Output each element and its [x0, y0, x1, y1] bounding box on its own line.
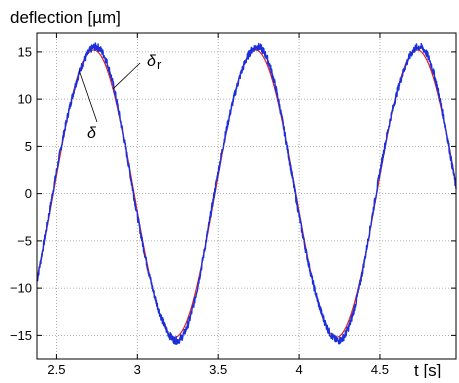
y-tick-label: 10 [18, 92, 32, 107]
plot-background [37, 33, 456, 359]
y-tick-label: −5 [17, 233, 32, 248]
y-tick-label: −15 [10, 328, 32, 343]
grid [37, 33, 456, 359]
x-axis-title: t [s] [414, 361, 441, 378]
y-tick-label: −10 [10, 281, 32, 296]
y-axis-title: deflection [µm] [10, 8, 121, 27]
ticks: 2.5 3 3.5 4 4.5 15 10 5 0 −5 −10 −15 [10, 33, 456, 377]
annotation-leader-delta [78, 69, 98, 123]
y-tick-label: 5 [25, 139, 32, 154]
annotation-subscript-delta-r: r [157, 57, 162, 72]
x-tick-label: 2.5 [47, 362, 65, 377]
x-tick-label: 3.5 [209, 362, 227, 377]
annotation-leader-delta-r [112, 62, 141, 90]
annotation-label-delta: δ [87, 125, 97, 142]
annotations: δ rδ [78, 53, 162, 142]
series-layer [36, 42, 457, 345]
y-tick-label: 0 [25, 186, 32, 201]
x-tick-label: 4.5 [371, 362, 389, 377]
x-tick-label: 4 [295, 362, 302, 377]
x-tick-label: 3 [134, 362, 141, 377]
series-line-measured [36, 42, 457, 345]
y-tick-label: 15 [18, 44, 32, 59]
annotation-label-delta-r: δ [147, 53, 157, 70]
plot-frame [36, 32, 457, 360]
